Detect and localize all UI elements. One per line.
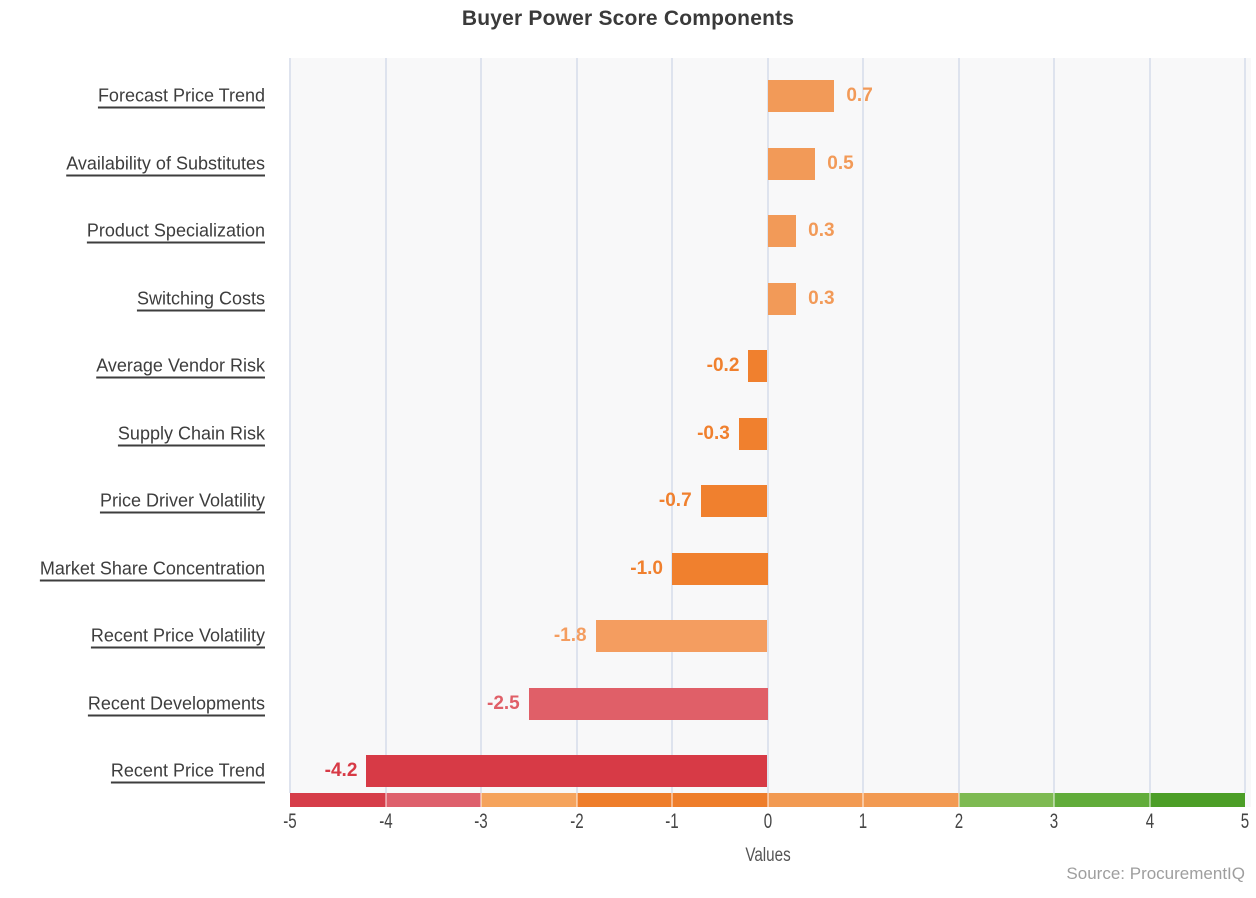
bar[interactable]	[748, 350, 768, 382]
category-label[interactable]: Availability of Substitutes	[66, 153, 265, 173]
value-label: -1.0	[630, 557, 663, 579]
scale-strip-gridline	[1053, 793, 1055, 807]
category-label[interactable]: Supply Chain Risk	[117, 423, 265, 443]
value-label: -1.8	[553, 625, 587, 646]
category-label[interactable]: Recent Price Volatility	[90, 625, 265, 646]
plot-area	[289, 58, 1251, 807]
gridline	[862, 58, 864, 793]
category-label[interactable]: Recent Price Trend	[110, 760, 265, 781]
x-tick-label: -3	[474, 810, 488, 833]
gridline	[384, 58, 387, 793]
bar[interactable]	[767, 215, 797, 247]
value-label: -0.2	[706, 355, 740, 376]
gridline	[766, 58, 769, 793]
x-tick-label: 0	[763, 810, 772, 833]
scale-strip-segment	[767, 793, 959, 807]
scale-strip-segment	[481, 793, 577, 807]
value-label: -0.3	[697, 422, 730, 444]
bar[interactable]	[700, 485, 768, 517]
gridline	[1244, 58, 1246, 793]
x-tick-label: -1	[665, 810, 679, 833]
category-label[interactable]: Recent Developments	[87, 693, 265, 713]
scale-strip-segment	[385, 793, 481, 807]
scale-strip-gridline	[384, 793, 387, 807]
chart-title: Buyer Power Score Components	[461, 7, 795, 30]
value-label: 0.7	[846, 85, 873, 106]
category-label[interactable]: Average Vendor Risk	[96, 355, 265, 376]
gridline	[1148, 58, 1151, 793]
bar[interactable]	[767, 147, 816, 180]
scale-strip-segment	[576, 793, 768, 807]
scale-strip-gridline	[766, 793, 769, 807]
bar[interactable]	[672, 552, 768, 585]
gridline	[575, 58, 578, 793]
scale-strip-gridline	[480, 793, 482, 807]
bar[interactable]	[528, 687, 768, 720]
category-label[interactable]: Market Share Concentration	[39, 558, 265, 578]
gridline	[671, 58, 673, 793]
value-label: 0.3	[808, 287, 835, 309]
scale-strip-segment	[1149, 793, 1245, 807]
value-label: -2.5	[487, 692, 520, 714]
source-note: Source: ProcurementIQ	[1066, 864, 1245, 883]
gridline	[289, 58, 291, 793]
x-tick-label: 3	[1049, 810, 1059, 833]
value-label: 0.3	[808, 220, 835, 241]
value-label: -0.7	[658, 490, 692, 511]
scale-strip-gridline	[957, 793, 960, 807]
bar[interactable]	[738, 417, 768, 450]
bar[interactable]	[595, 620, 768, 652]
x-axis-title: Values	[744, 845, 791, 866]
scale-strip-segment	[290, 793, 386, 807]
scale-strip-gridline	[862, 793, 864, 807]
x-tick-label: 2	[954, 810, 963, 833]
category-label[interactable]: Price Driver Volatility	[99, 490, 265, 511]
scale-strip-segment	[1054, 793, 1150, 807]
value-label: 0.5	[827, 152, 854, 174]
scale-strip-gridline	[1148, 793, 1151, 807]
x-tick-label: -2	[569, 810, 584, 833]
scale-strip-gridline	[575, 793, 578, 807]
gridline	[1053, 58, 1055, 793]
x-tick-label: 4	[1145, 810, 1154, 833]
gridline	[480, 58, 482, 793]
bar[interactable]	[767, 282, 797, 315]
x-tick-label: -5	[283, 810, 297, 833]
scale-strip-segment	[958, 793, 1054, 807]
category-label[interactable]: Switching Costs	[136, 288, 265, 308]
category-label[interactable]: Forecast Price Trend	[97, 85, 265, 106]
x-tick-label: 5	[1240, 810, 1250, 833]
x-tick-label: 1	[858, 810, 868, 833]
gridline	[957, 58, 960, 793]
bar[interactable]	[767, 80, 835, 112]
scale-strip-gridline	[671, 793, 673, 807]
category-label[interactable]: Product Specialization	[86, 220, 265, 241]
value-label: -4.2	[324, 760, 358, 781]
x-tick-label: -4	[378, 810, 393, 833]
bar[interactable]	[366, 755, 768, 787]
